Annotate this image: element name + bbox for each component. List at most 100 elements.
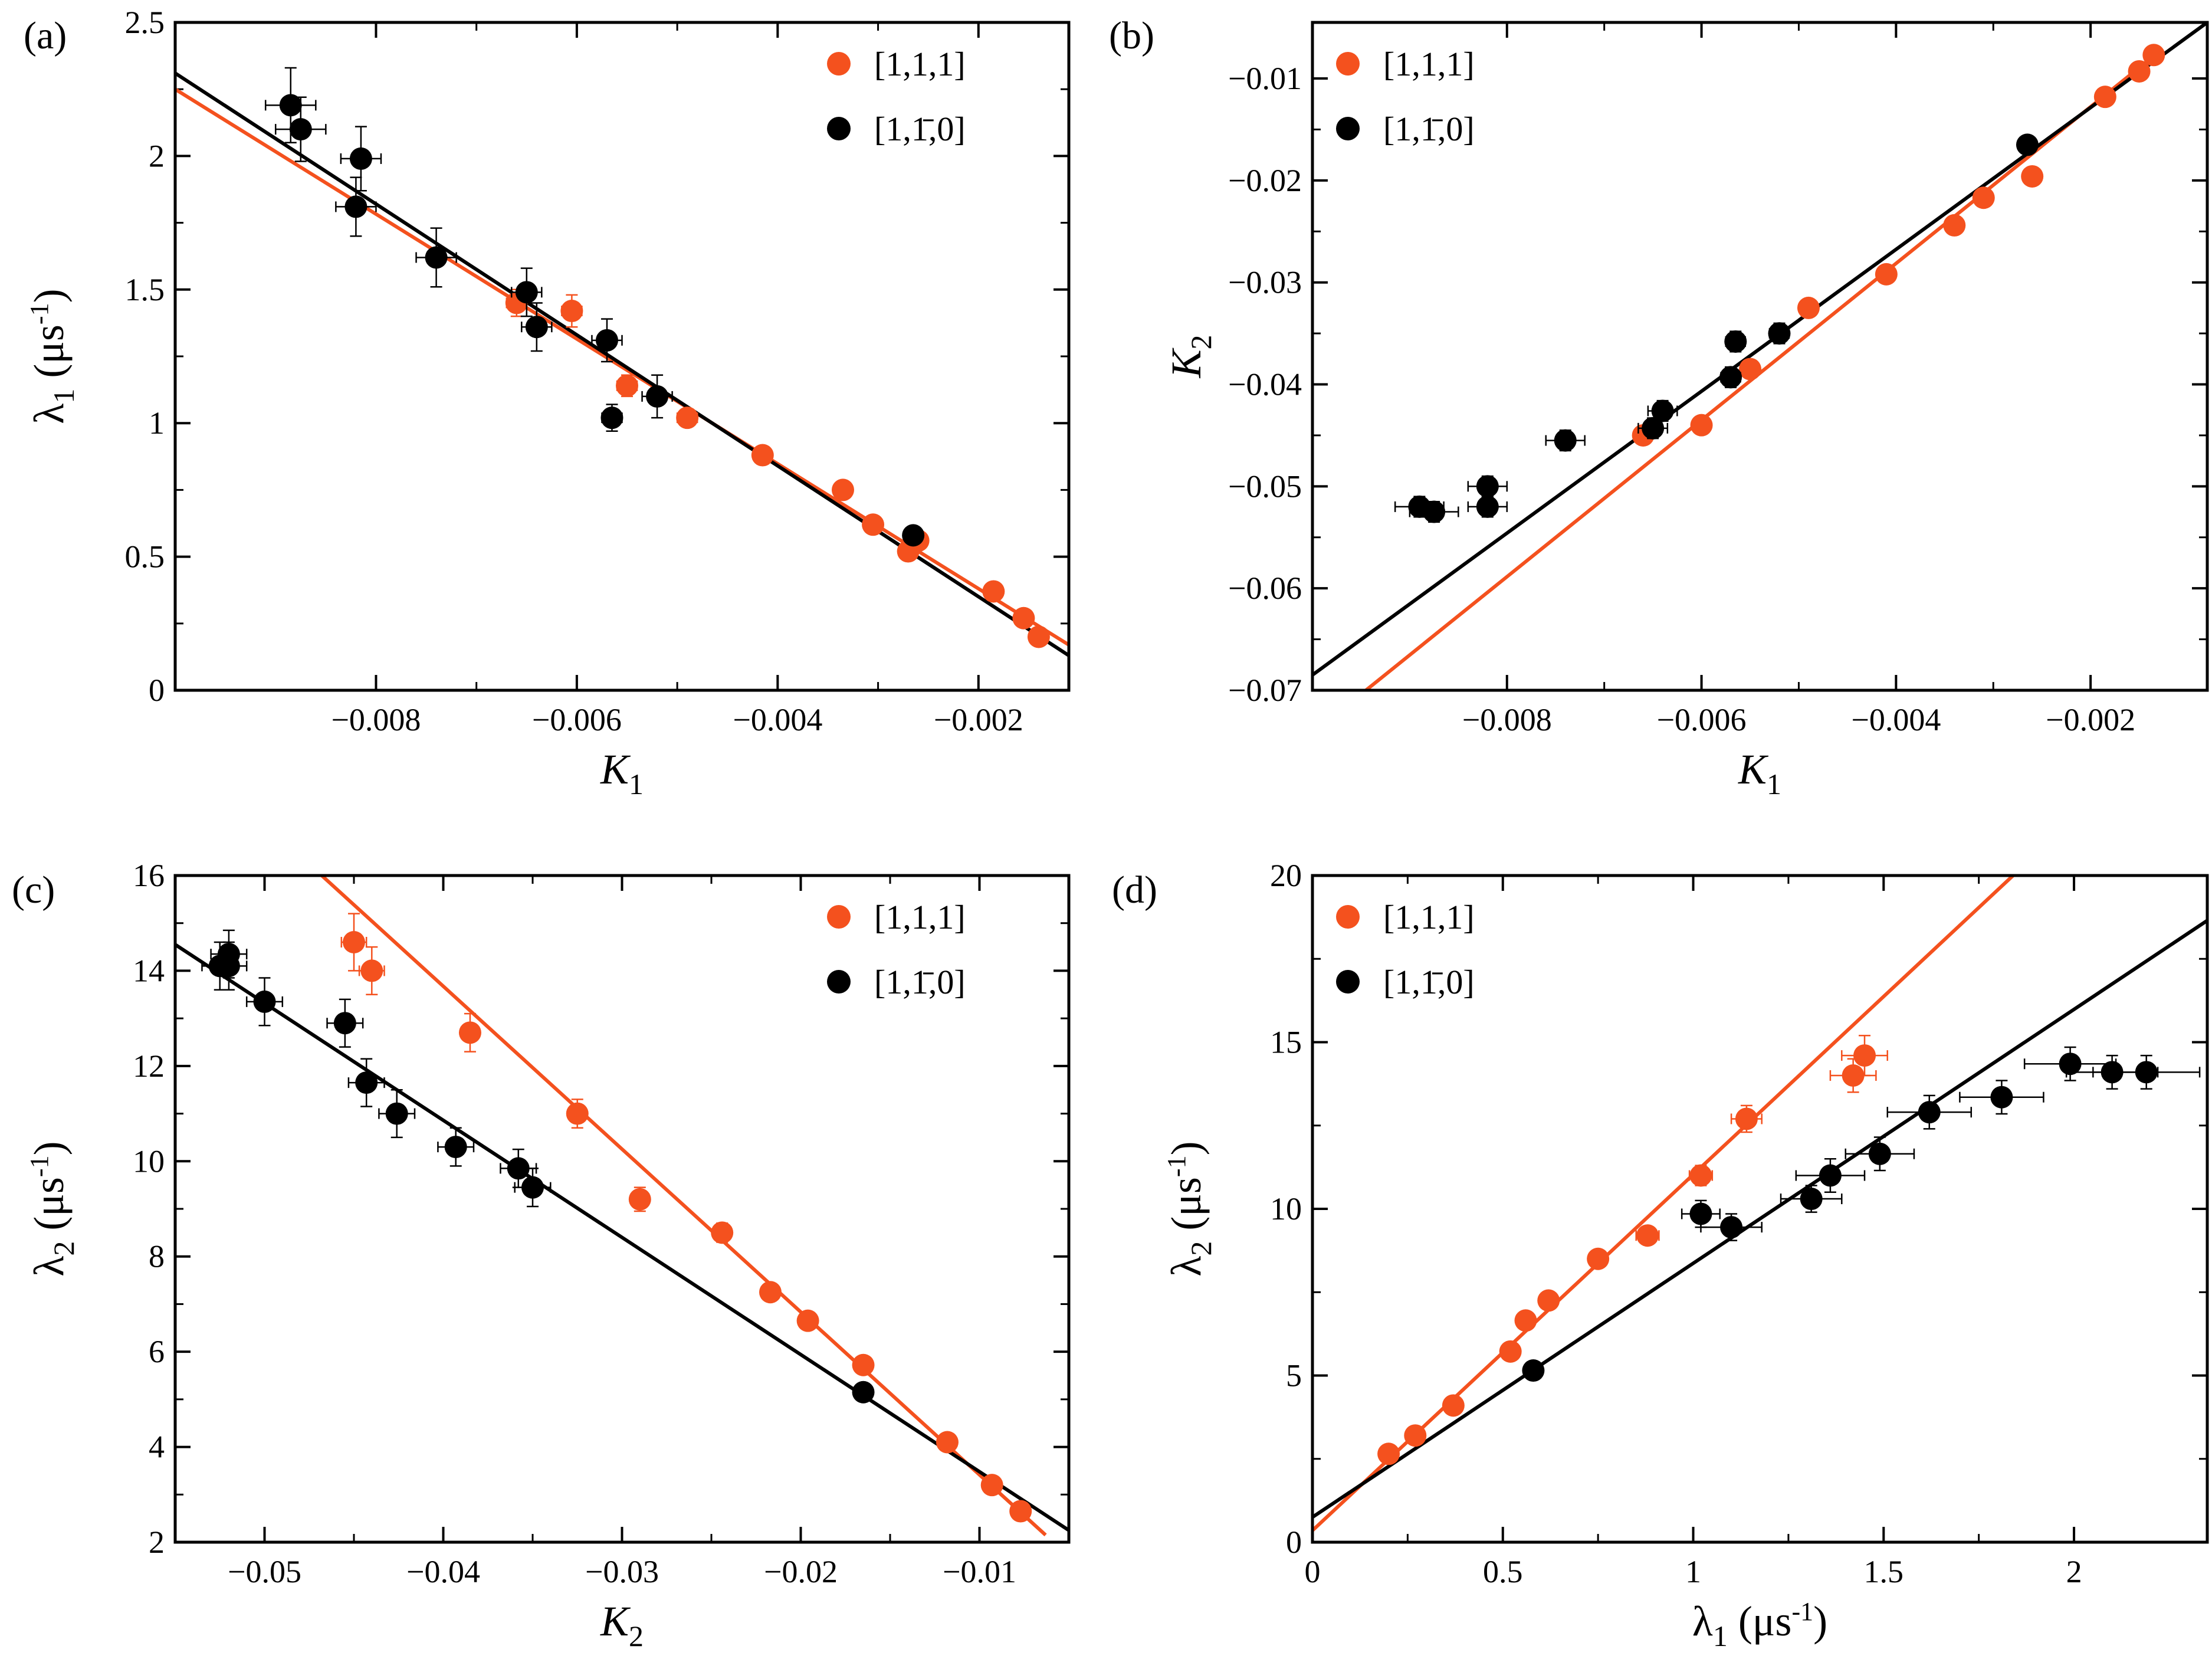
y-axis-label: λ2 (μs-1) (1162, 1141, 1217, 1276)
marker (1554, 429, 1577, 452)
marker (676, 406, 699, 429)
marker (1514, 1309, 1537, 1332)
data-point-black (1959, 1080, 2044, 1115)
legend: [1,1,1] [1,1̄,0] (1336, 898, 1475, 1001)
marker (1499, 1340, 1522, 1363)
marker (1476, 475, 1499, 498)
fit-line-black (1312, 22, 2207, 677)
marker (1990, 1086, 2013, 1109)
marker (515, 281, 538, 304)
marker (831, 478, 854, 501)
marker (1689, 1202, 1712, 1225)
marker (711, 1221, 734, 1244)
x-axis-label: K1 (1738, 746, 1781, 801)
marker (2059, 1053, 2082, 1076)
fit-line-black (1312, 919, 2207, 1519)
data-point-orange (751, 444, 774, 467)
legend-label-orange: [1,1,1] (874, 45, 966, 83)
y-tick-label: 15 (1270, 1025, 1302, 1060)
y-tick-label: 16 (133, 858, 165, 893)
marker (217, 955, 240, 978)
marker (2021, 165, 2044, 188)
data-point-orange (1499, 1340, 1522, 1363)
data-point-orange (1442, 1394, 1465, 1417)
marker (1476, 495, 1499, 518)
data-point-orange (676, 406, 699, 429)
data-point-black (2023, 1046, 2117, 1081)
y-tick-label: 10 (1270, 1191, 1302, 1227)
y-tick-label: 2.5 (125, 5, 165, 40)
marker (333, 1012, 356, 1035)
marker (1918, 1101, 1941, 1124)
marker (751, 444, 774, 467)
marker (796, 1309, 819, 1332)
data-point-black (245, 977, 284, 1027)
data-point-orange (796, 1309, 819, 1332)
plot-frame (173, 21, 1071, 692)
data-point-orange (1012, 606, 1035, 629)
data-point-black (1637, 417, 1669, 440)
marker (525, 316, 548, 339)
legend-label-black: [1,1̄,0] (1383, 963, 1475, 1001)
data-point-orange (936, 1431, 959, 1454)
y-tick-label: −0.05 (1228, 468, 1302, 504)
legend-marker-orange (1336, 52, 1360, 76)
marker (355, 1071, 378, 1094)
x-tick-label: −0.006 (1657, 702, 1747, 737)
data-point-orange (458, 1012, 481, 1053)
data-point-black (1467, 475, 1508, 498)
marker (628, 1188, 651, 1211)
data-point-orange (1972, 186, 1995, 209)
plot-frame (1311, 21, 2209, 692)
marker (1636, 1224, 1659, 1247)
x-tick-label: 0 (1305, 1554, 1321, 1589)
x-tick-label: −0.006 (532, 702, 622, 737)
legend-marker-orange (1336, 905, 1360, 929)
legend-label-orange: [1,1,1] (874, 898, 966, 936)
marker (1423, 500, 1446, 523)
data-point-black (511, 267, 543, 317)
marker (936, 1431, 959, 1454)
panel-letter: (d) (1112, 868, 1157, 912)
marker (1642, 417, 1665, 440)
marker (595, 329, 618, 352)
data-point-black (2065, 1054, 2159, 1090)
fit-line-black (175, 943, 1069, 1532)
data-point-orange (831, 478, 854, 501)
legend-label-black: [1,1̄,0] (874, 963, 966, 1001)
data-point-black (335, 176, 377, 237)
marker (444, 1136, 467, 1159)
marker (360, 959, 383, 982)
x-axis-label: K1 (600, 746, 644, 801)
data-point-orange (1688, 1164, 1714, 1187)
x-tick-label: −0.05 (228, 1554, 301, 1589)
marker (1012, 606, 1035, 629)
data-point-black (521, 302, 553, 352)
marker (458, 1021, 481, 1044)
marker (344, 195, 367, 218)
x-tick-label: 1.5 (1864, 1554, 1904, 1589)
marker (902, 524, 925, 547)
plot-area (1312, 22, 2207, 690)
marker (1842, 1064, 1865, 1087)
y-tick-label: −0.01 (1228, 61, 1302, 96)
legend-marker-orange (827, 905, 851, 929)
y-tick-label: 0 (149, 673, 165, 708)
marker (1690, 414, 1713, 437)
data-point-black (1719, 366, 1742, 389)
legend-label-orange: [1,1,1] (1383, 45, 1475, 83)
legend-label-orange: [1,1,1] (1383, 898, 1475, 936)
marker (616, 374, 639, 397)
y-tick-label: 1 (149, 405, 165, 441)
plot-frame (1311, 874, 2209, 1544)
data-point-black (340, 126, 382, 192)
data-point-orange (852, 1353, 875, 1376)
data-point-black (514, 1168, 552, 1208)
marker (560, 300, 583, 323)
marker (566, 1102, 589, 1125)
y-axis-label: K2 (1163, 335, 1217, 378)
data-point-black (437, 1127, 475, 1167)
x-tick-label: −0.002 (2046, 702, 2135, 737)
marker (1719, 366, 1742, 389)
